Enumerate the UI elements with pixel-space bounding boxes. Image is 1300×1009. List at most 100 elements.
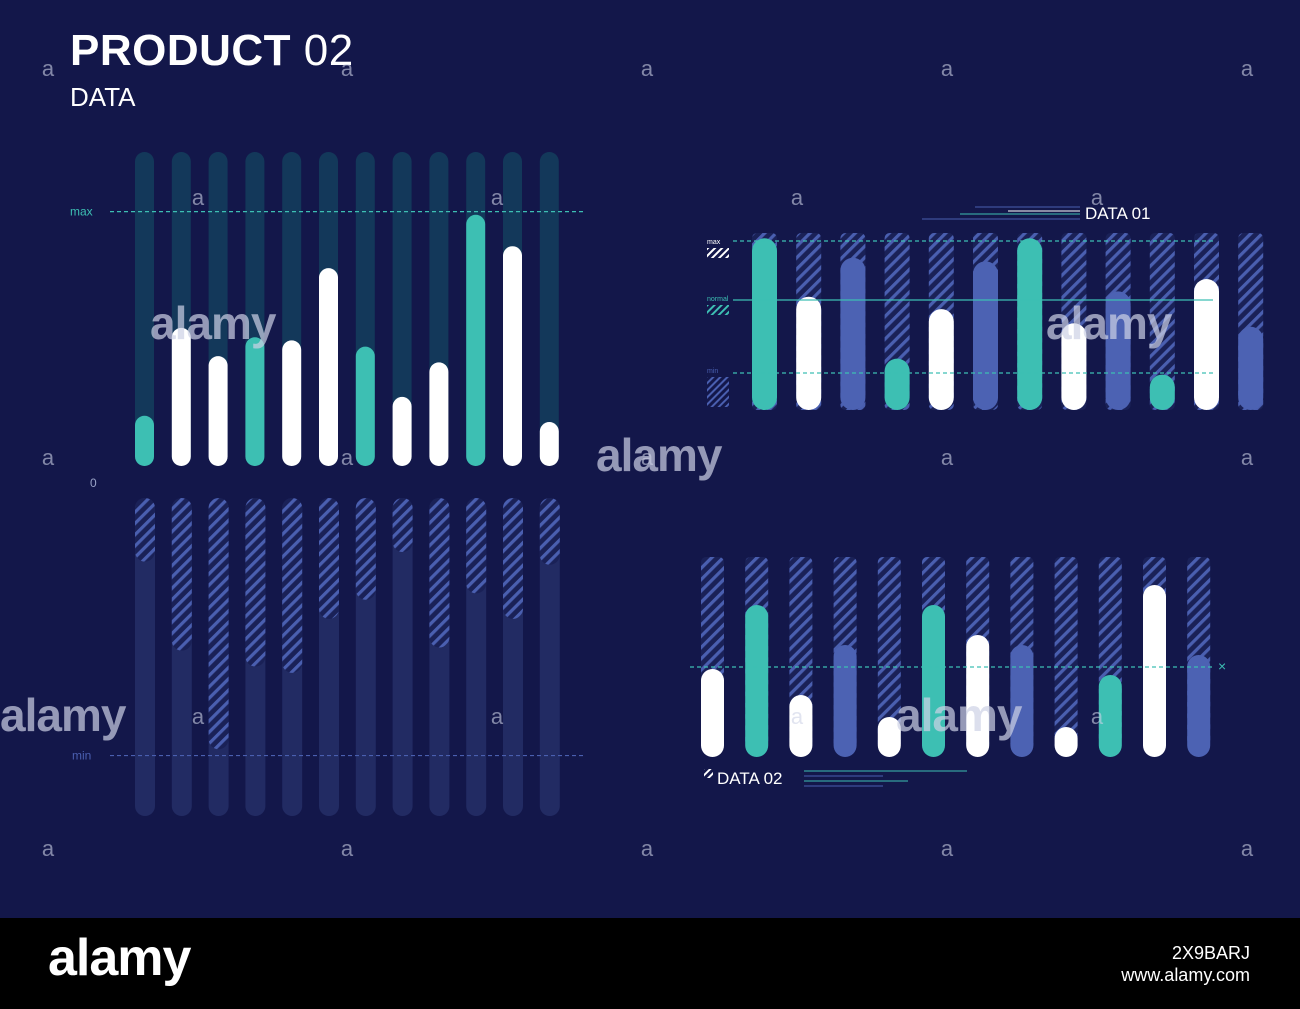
track-bar	[877, 557, 901, 749]
value-bar	[1054, 727, 1078, 757]
value-bar	[135, 415, 154, 466]
watermark-glyph: a	[42, 56, 55, 81]
watermark-glyph: a	[641, 836, 654, 861]
value-bar	[539, 422, 559, 466]
value-bar	[1017, 238, 1043, 410]
value-bar	[282, 498, 303, 673]
footer-logo: alamy	[48, 929, 191, 987]
watermark-glyph: a	[42, 836, 55, 861]
watermark-glyph: a	[192, 185, 205, 210]
value-bar	[745, 605, 769, 757]
legend-swatch	[704, 769, 713, 778]
value-bar	[1187, 655, 1211, 757]
value-bar	[973, 261, 998, 410]
value-bar	[135, 498, 155, 562]
value-bar	[922, 605, 945, 757]
value-bar	[208, 356, 228, 466]
value-bar	[466, 214, 486, 466]
value-bar	[840, 257, 866, 410]
watermark-glyph: a	[1091, 185, 1104, 210]
value-bar	[208, 498, 229, 750]
infographic-canvas: PRODUCT 02 DATA max 0 min max normal min DAT…	[0, 26, 1264, 861]
max-swatch	[707, 248, 729, 258]
watermark-glyph: a	[941, 445, 954, 470]
chart-title: DATA 01	[1085, 204, 1151, 223]
value-bar	[171, 327, 191, 466]
track-bar	[135, 498, 155, 816]
value-bar	[503, 498, 523, 619]
normal-label: normal	[707, 296, 729, 303]
watermark-glyph: a	[1241, 56, 1254, 81]
footer-image-id: 2X9BARJ www.alamy.com	[1121, 942, 1250, 986]
watermark-brand: alamy	[1046, 297, 1172, 349]
normal-swatch	[707, 305, 729, 315]
value-bar	[171, 498, 192, 651]
value-bar	[796, 296, 822, 410]
chart-left-bottom: min	[72, 498, 585, 816]
value-bar	[1143, 585, 1166, 757]
value-bar	[319, 268, 338, 466]
watermark-glyph: a	[42, 445, 55, 470]
chart-data-02: × DATA 02	[690, 557, 1226, 788]
watermark-glyph: a	[491, 704, 504, 729]
watermark-glyph: a	[791, 704, 804, 729]
value-bar	[282, 340, 302, 466]
value-bar	[429, 362, 449, 466]
page-subtitle: DATA	[70, 82, 136, 112]
chart-data-01: max normal min DATA 01	[707, 204, 1264, 410]
value-bar	[789, 695, 813, 757]
chart-title: DATA 02	[717, 769, 783, 788]
track-bar	[539, 152, 559, 466]
value-bar	[503, 246, 522, 466]
value-bar	[1061, 323, 1087, 410]
value-bar	[392, 498, 413, 553]
value-bar	[1105, 291, 1131, 410]
watermark-glyph: a	[641, 445, 654, 470]
value-bar	[355, 346, 375, 466]
value-bar	[245, 337, 265, 466]
value-bar	[1238, 326, 1264, 410]
min-label: min	[72, 749, 91, 763]
value-bar	[466, 498, 487, 594]
value-bar	[833, 645, 857, 757]
min-swatch	[707, 377, 729, 407]
value-bar	[245, 498, 266, 667]
value-bar	[701, 669, 724, 757]
value-bar	[877, 717, 901, 757]
watermark-glyph: a	[1091, 704, 1104, 729]
watermark-glyphs: a a a a a a a a a a a a a a a a a a a a a a a	[42, 56, 1254, 861]
watermark-brand: alamy	[150, 297, 276, 349]
footer-bar	[0, 918, 1300, 1009]
watermark-glyph: a	[491, 185, 504, 210]
watermark-glyph: a	[1241, 445, 1254, 470]
value-bar	[429, 498, 450, 648]
value-bar	[1194, 279, 1219, 410]
value-bar	[928, 309, 954, 410]
watermark-glyph: a	[1241, 836, 1254, 861]
value-bar	[1098, 675, 1122, 757]
value-bar	[539, 498, 560, 565]
track-bar	[392, 498, 413, 816]
max-label: max	[70, 205, 93, 219]
value-bar	[319, 498, 339, 619]
watermark-glyph: a	[941, 836, 954, 861]
watermark-brand: alamy	[0, 689, 126, 741]
watermark-glyph: a	[341, 836, 354, 861]
threshold-marker: ×	[1218, 658, 1226, 674]
track-bar	[1149, 233, 1175, 410]
image-id-text: 2X9BARJ	[1171, 943, 1250, 963]
value-bar	[966, 635, 990, 757]
value-bar	[355, 498, 376, 600]
value-bar	[752, 238, 777, 410]
track-bar	[539, 498, 560, 816]
track-bar	[1054, 557, 1078, 749]
watermark-brand: alamy	[596, 429, 722, 481]
watermark-glyph: a	[192, 704, 205, 729]
page-title: PRODUCT 02	[70, 26, 354, 75]
value-bar	[1010, 645, 1034, 757]
watermark-glyph: a	[341, 445, 354, 470]
value-bar	[1149, 374, 1175, 410]
max-label: max	[707, 239, 721, 246]
zero-label: 0	[90, 476, 97, 490]
